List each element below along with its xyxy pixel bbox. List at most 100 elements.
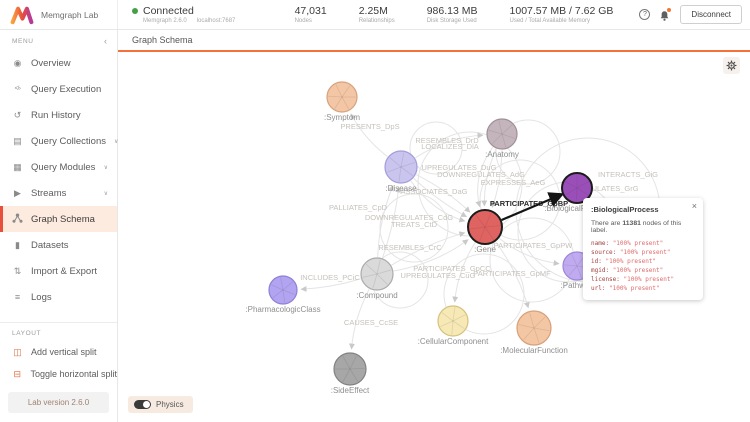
node-spoke [571, 254, 578, 267]
chevron-down-icon[interactable]: ∨ [113, 138, 119, 145]
schema-edge [481, 148, 497, 207]
schema-node-cellcomp[interactable] [437, 305, 469, 337]
edge-loop [495, 119, 561, 185]
schema-node-pharmclass[interactable] [268, 275, 298, 305]
lab-version-button[interactable]: Lab version 2.6.0 [8, 392, 109, 413]
node-spoke [398, 166, 402, 182]
layout-item-label: Add vertical split [31, 347, 97, 357]
chevron-down-icon[interactable]: ∨ [103, 164, 108, 171]
schema-node-molfunc[interactable] [516, 310, 552, 346]
help-icon[interactable]: ? [639, 9, 651, 20]
hsplit-icon: ⊟ [13, 368, 21, 379]
header-stats: 47,031 Nodes 2.25M Relationships 986.13 MB Di… [295, 5, 614, 24]
node-spoke [341, 96, 350, 110]
sidebar-item-datasets[interactable]: ▮ Datasets [0, 232, 117, 258]
tooltip-property-row: url: "100% present" [591, 285, 660, 292]
node-label: :PharmacologicClass [245, 305, 320, 314]
edge-label: PARTICIPATES_GpBP [490, 199, 568, 208]
eye-icon: ◉ [13, 57, 22, 68]
node-spoke [564, 264, 578, 267]
node-spoke [479, 226, 486, 242]
logs-icon: ≡ [14, 292, 21, 302]
node-spoke [484, 226, 495, 241]
connected-dot-icon [132, 8, 138, 14]
sidebar-item-import-export[interactable]: ⇅ Import & Export [0, 258, 117, 284]
close-icon[interactable]: × [691, 201, 697, 211]
tooltip-count-line: There are 11381 nodes of this label. [591, 220, 682, 234]
layout-section: LAYOUT ◫ Add vertical split ⊟ Toggle horizo… [0, 322, 117, 422]
chevron-down-icon[interactable]: ∨ [103, 190, 108, 197]
schema-edge [498, 237, 560, 266]
node-spoke [376, 273, 388, 285]
node-spoke [387, 166, 402, 173]
schema-node-sideeffect[interactable] [333, 352, 367, 386]
sidebar-item-label: Graph Schema [31, 213, 95, 225]
sidebar-item-label: Overview [31, 57, 71, 69]
node-label: :Pathway [561, 281, 594, 290]
node-spoke [282, 281, 294, 291]
node-label: :Anatomy [485, 150, 519, 159]
node-spoke [328, 95, 343, 98]
edge-label: TREATS_CtD [391, 220, 438, 229]
edge-label: INTERACTS_GiG [598, 170, 658, 179]
notification-badge [667, 7, 672, 12]
graph-canvas[interactable]: PRESENTS_DpS RESEMBLES_DrD LOCALIZES_DlA UP… [118, 52, 750, 422]
node-spoke [576, 187, 589, 196]
tooltip-property-row: mgid: "100% present" [591, 267, 664, 274]
sidebar-item-overview[interactable]: ◉ Overview [0, 50, 117, 76]
graph-settings-button[interactable] [723, 57, 740, 74]
node-spoke [400, 166, 413, 177]
schema-node-anatomy[interactable] [486, 118, 518, 150]
physics-toggle[interactable]: Physics [128, 396, 193, 413]
edge-label: PARTICIPATES_GpCC [413, 264, 491, 273]
node-spoke [271, 284, 284, 291]
sidebar-item-logs[interactable]: ≡ Logs [0, 284, 117, 310]
schema-edge [495, 241, 530, 309]
sidebar-item-label: Query Collections [31, 135, 106, 147]
notifications-bell-icon[interactable] [659, 7, 672, 21]
connection-status-block: Connected Memgraph 2.6.0 localhost:7687 [118, 5, 235, 24]
schema-node-compound[interactable] [360, 257, 394, 291]
header-stat: 2.25M Relationships [359, 5, 395, 24]
sidebar-item-query-execution[interactable]: </› Query Execution [0, 76, 117, 102]
sidebar-item-query-modules[interactable]: ▦ Query Modules ∨ [0, 154, 117, 180]
disconnect-button[interactable]: Disconnect [680, 5, 742, 24]
collapse-sidebar-icon[interactable]: ‹ [104, 36, 107, 46]
edge-label: PARTICIPATES_GpPW [494, 241, 574, 250]
header-icons: ? [639, 7, 672, 21]
sidebar-item-run-history[interactable]: ↺ Run History [0, 102, 117, 128]
sidebar-item-label: Import & Export [31, 265, 97, 277]
schema-edge [413, 178, 468, 218]
schema-node-gene[interactable] [467, 209, 503, 245]
toggle-switch-icon[interactable] [134, 400, 151, 409]
layout-section-title: LAYOUT [12, 330, 42, 337]
node-spoke [372, 273, 378, 289]
modules-icon: ▦ [13, 161, 22, 172]
sidebar-item-label: Query Modules [31, 161, 96, 173]
schema-node-bioprocess[interactable] [561, 172, 593, 204]
node-spoke [342, 368, 351, 383]
schema-node-disease[interactable] [384, 150, 418, 184]
node-spoke [280, 277, 284, 291]
tab-graph-schema[interactable]: Graph Schema [132, 35, 193, 45]
node-spoke [365, 263, 378, 275]
schema-edge [350, 113, 388, 157]
code-icon: </› [14, 86, 21, 92]
schema-edge [348, 288, 370, 350]
tab-bar: Graph Schema [118, 30, 750, 52]
node-spoke [491, 133, 503, 145]
layout-item-toggle-horizontal-split[interactable]: ⊟ Toggle horizontal split [0, 363, 117, 385]
node-label: :MolecularFunction [500, 346, 568, 355]
tooltip-property-row: source: "100% present" [591, 249, 671, 256]
stat-label: Relationships [358, 18, 395, 24]
sidebar-item-graph-schema[interactable]: Graph Schema [0, 206, 117, 232]
node-spoke [282, 289, 286, 303]
schema-node-symptom[interactable] [326, 81, 358, 113]
sidebar-item-label: Datasets [31, 239, 69, 251]
sidebar-item-streams[interactable]: ▶ Streams ∨ [0, 180, 117, 206]
memgraph-logo-icon [10, 6, 34, 24]
top-header: Memgraph Lab Connected Memgraph 2.6.0 lo… [0, 0, 750, 30]
layout-item-add-vertical-split[interactable]: ◫ Add vertical split [0, 341, 117, 363]
tooltip-properties: name: "100% present" source: "100% presen… [591, 239, 695, 293]
sidebar-item-query-collections[interactable]: ▤ Query Collections ∨ [0, 128, 119, 154]
